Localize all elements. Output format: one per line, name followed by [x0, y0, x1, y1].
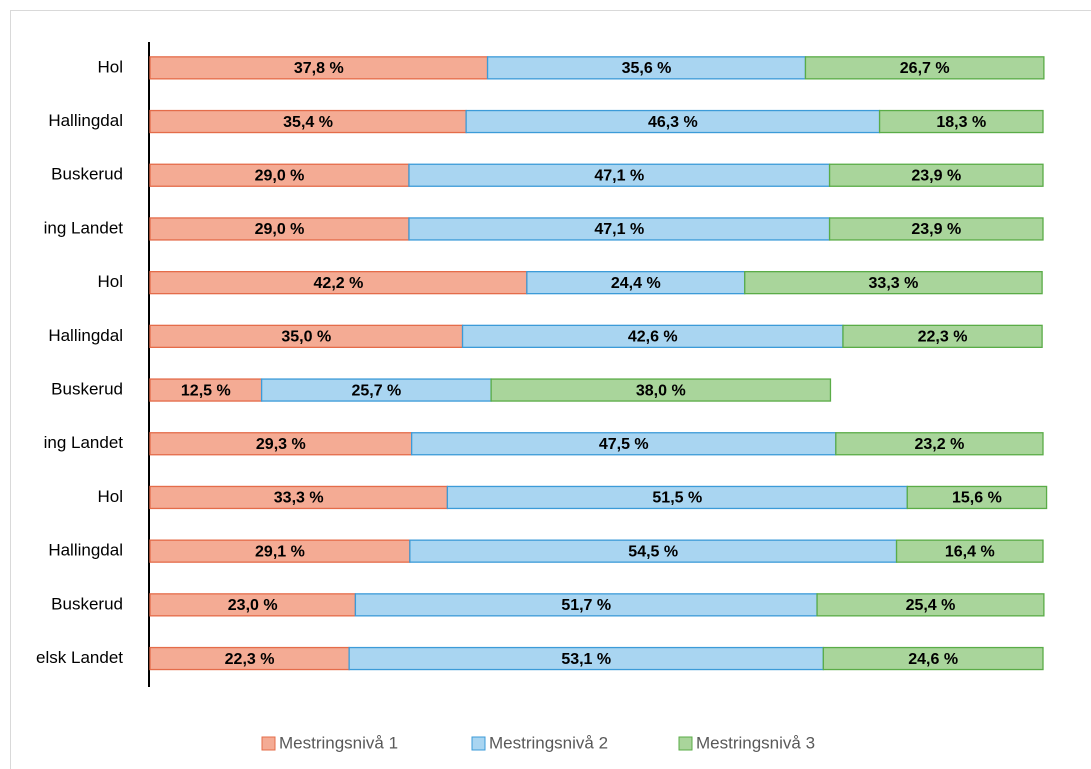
data-label: 25,7 % [351, 382, 401, 399]
y-tick-label: Hol [97, 272, 123, 291]
bar-segment [816, 593, 1045, 617]
y-tick-label: Hallingdal [48, 111, 123, 130]
data-label: 47,5 % [599, 436, 649, 453]
y-tick-label: ing Landet [44, 218, 124, 237]
legend-label: Mestringsnivå 3 [696, 733, 815, 752]
data-label: 24,4 % [611, 275, 661, 292]
y-tick-label: ing Landet [44, 433, 124, 452]
legend-swatch [678, 736, 693, 751]
bar-segment [906, 485, 1048, 510]
chart-frame [10, 10, 1091, 769]
data-label: 38,0 % [636, 382, 686, 399]
y-tick-label: Buskerud [51, 594, 123, 613]
bar-segment [490, 378, 832, 402]
data-label: 26,7 % [900, 60, 950, 77]
data-label: 42,6 % [628, 329, 678, 346]
data-label: 33,3 % [869, 275, 919, 292]
y-tick-label: Buskerud [51, 165, 123, 184]
data-label: 22,3 % [225, 651, 275, 668]
data-label: 46,3 % [648, 114, 698, 131]
data-label: 33,3 % [274, 490, 324, 507]
data-label: 51,5 % [652, 490, 702, 507]
data-label: 29,0 % [255, 167, 305, 184]
data-label: 23,9 % [911, 221, 961, 238]
bar-segment [842, 324, 1043, 349]
data-label: 53,1 % [561, 651, 611, 668]
y-tick-label: Hol [97, 57, 123, 76]
bar-segment [835, 432, 1044, 456]
legend-label: Mestringsnivå 2 [489, 733, 608, 752]
y-tick-label: elsk Landet [36, 648, 123, 667]
data-label: 42,2 % [314, 275, 364, 292]
data-label: 12,5 % [181, 382, 231, 399]
data-label: 23,0 % [228, 597, 278, 614]
y-tick-label: Buskerud [51, 380, 123, 399]
data-label: 29,0 % [255, 221, 305, 238]
data-label: 16,4 % [945, 543, 995, 560]
data-label: 29,3 % [256, 436, 306, 453]
legend-label: Mestringsnivå 1 [279, 733, 398, 752]
data-label: 35,0 % [281, 329, 331, 346]
bar-segment [804, 56, 1045, 80]
bar-segment [744, 270, 1043, 295]
bar-segment [895, 539, 1044, 563]
data-label: 23,9 % [911, 167, 961, 184]
y-tick-label: Hallingdal [48, 541, 123, 560]
bar-segment [878, 109, 1044, 134]
bar-segment [822, 646, 1044, 671]
bar-segment [828, 163, 1044, 187]
data-label: 29,1 % [255, 543, 305, 560]
bar-segment [828, 217, 1044, 241]
legend-swatch [471, 736, 486, 751]
data-label: 51,7 % [561, 597, 611, 614]
data-label: 25,4 % [906, 597, 956, 614]
data-label: 18,3 % [936, 114, 986, 131]
y-tick-label: Hol [97, 487, 123, 506]
data-label: 37,8 % [294, 60, 344, 77]
data-label: 15,6 % [952, 490, 1002, 507]
data-label: 54,5 % [628, 543, 678, 560]
data-label: 23,2 % [915, 436, 965, 453]
data-label: 47,1 % [594, 221, 644, 238]
data-label: 47,1 % [594, 167, 644, 184]
data-label: 35,4 % [283, 114, 333, 131]
data-label: 24,6 % [908, 651, 958, 668]
legend-swatch [261, 736, 276, 751]
data-label: 22,3 % [918, 329, 968, 346]
y-tick-label: Hallingdal [48, 326, 123, 345]
data-label: 35,6 % [622, 60, 672, 77]
